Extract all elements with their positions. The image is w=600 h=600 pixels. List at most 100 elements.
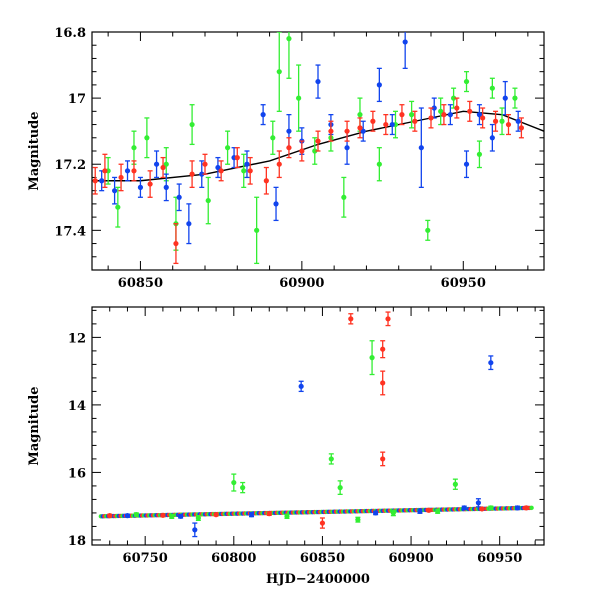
data-point (205, 197, 211, 204)
data-point (357, 125, 363, 131)
data-point (463, 161, 470, 167)
data-point (380, 380, 386, 386)
data-point (355, 517, 361, 523)
data-point (153, 161, 160, 167)
data-point (402, 39, 408, 45)
top-tick-labels: 60850 60900 60950 16.8 17 17.2 17.4 (54, 26, 486, 291)
data-point (488, 360, 494, 366)
data-point (360, 128, 366, 134)
data-point (299, 148, 305, 154)
data-point (451, 95, 457, 101)
x-tick-label: 60950 (441, 276, 486, 291)
data-point (480, 115, 486, 121)
data-point (169, 513, 175, 519)
data-point (518, 125, 525, 131)
data-point (254, 227, 260, 233)
series-red (107, 311, 529, 529)
data-point (189, 171, 195, 177)
data-point (389, 121, 395, 128)
data-point (373, 510, 379, 516)
bottom-y-axis-label: Magnitude (27, 386, 42, 465)
top-y-axis-label: Magnitude (27, 111, 42, 190)
data-point (248, 512, 255, 518)
y-tick-label: 16.8 (54, 26, 86, 41)
y-tick-label: 18 (68, 534, 86, 549)
x-tick-label: 60850 (118, 276, 163, 291)
data-point (231, 479, 237, 486)
data-point (492, 118, 499, 124)
data-point (160, 164, 166, 171)
data-point (499, 118, 505, 124)
data-point (189, 121, 195, 128)
data-point (115, 204, 121, 210)
data-point (475, 500, 482, 506)
data-point (428, 115, 434, 121)
data-point (218, 168, 224, 174)
data-point (276, 161, 282, 167)
data-point (244, 161, 250, 167)
data-point (328, 456, 334, 462)
data-point (286, 145, 292, 151)
data-point (505, 121, 512, 128)
data-point (399, 112, 405, 118)
bottom-plot-frame (91, 306, 545, 546)
data-point (178, 513, 184, 519)
data-point (344, 145, 350, 151)
data-point (247, 168, 253, 174)
x-tick-label: 60800 (211, 551, 256, 566)
data-point (260, 112, 266, 118)
data-point (344, 128, 350, 134)
data-point (276, 69, 282, 75)
data-point (409, 112, 415, 118)
data-point (286, 36, 292, 42)
data-point (417, 508, 423, 514)
data-point (296, 95, 302, 101)
y-tick-label: 17.4 (54, 224, 86, 239)
bottom-ticks (91, 307, 544, 545)
data-point (99, 178, 105, 184)
top-panel: 60850 60900 60950 16.8 17 17.2 17.4 Magnitude (27, 26, 545, 291)
y-tick-label: 14 (68, 399, 86, 414)
data-point (489, 135, 495, 141)
data-point (131, 145, 137, 151)
data-point (431, 105, 437, 111)
bottom-series (107, 311, 529, 538)
data-point (186, 221, 192, 227)
data-point (213, 512, 219, 518)
data-point (319, 520, 326, 526)
data-point (512, 95, 518, 101)
data-point (476, 112, 483, 118)
data-point (133, 512, 139, 518)
x-tick-label: 60900 (388, 551, 433, 566)
data-point (376, 161, 382, 167)
y-tick-label: 16 (68, 466, 86, 481)
data-point (380, 456, 386, 462)
data-point (240, 485, 246, 491)
bottom-panel: 60750 60800 60850 60900 60950 12 14 16 18 Magnit… (27, 306, 545, 587)
data-point (124, 168, 131, 174)
data-point (286, 128, 292, 134)
data-point (390, 510, 396, 516)
data-point (315, 78, 321, 85)
data-point (523, 505, 529, 511)
data-point (241, 168, 247, 174)
data-point (298, 383, 304, 389)
data-point (131, 168, 137, 174)
data-point (144, 135, 150, 141)
data-point (234, 155, 240, 161)
data-point (463, 78, 470, 85)
data-point (425, 227, 431, 233)
y-tick-label: 17.2 (54, 158, 86, 173)
data-point (137, 184, 144, 190)
data-point (380, 346, 386, 352)
data-point (447, 112, 453, 118)
y-tick-label: 12 (68, 331, 86, 346)
data-point (173, 240, 179, 247)
series-blue (99, 32, 521, 245)
data-point (426, 507, 432, 513)
data-point (348, 316, 354, 322)
data-point (284, 513, 290, 519)
series-green (133, 340, 494, 523)
top-ticks (92, 31, 544, 271)
